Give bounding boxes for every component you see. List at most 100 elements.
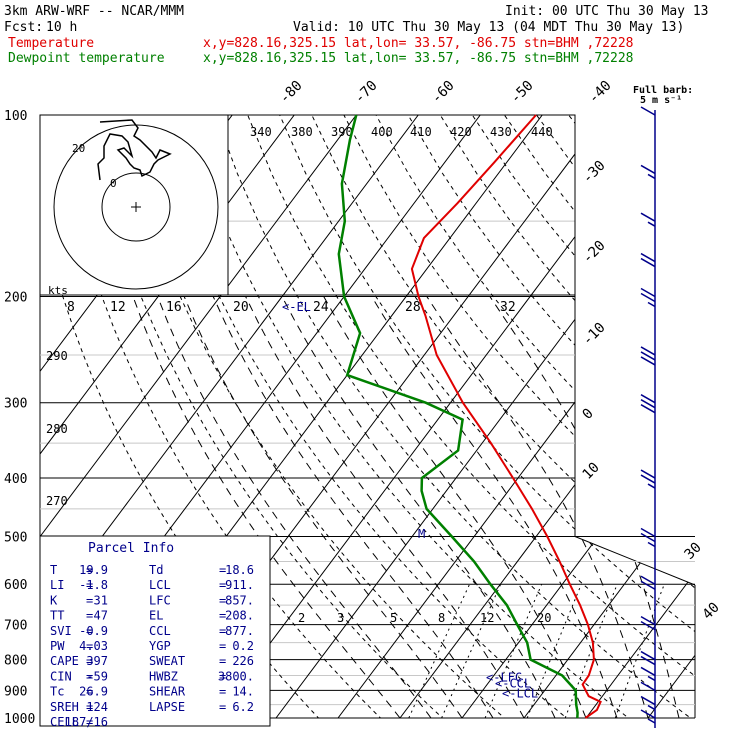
barb-full — [640, 532, 656, 543]
parcel-cell: SHEAR — [149, 685, 186, 699]
top-temp-label: -70 — [352, 78, 381, 107]
parcel-cell: SREH — [50, 700, 79, 714]
full-barb-value: 5 m s⁻¹ — [640, 95, 682, 106]
barb-half — [647, 483, 656, 489]
left-isentrope-label: 290 — [46, 349, 68, 363]
pressure-label-200: 200 — [4, 291, 27, 306]
parcel-cell: 187/16 — [65, 715, 108, 729]
dry-adiabat — [600, 115, 695, 718]
temperature-profile — [410, 114, 602, 719]
parcel-cell: 3800. — [218, 669, 254, 683]
wind-barb-800 — [640, 650, 656, 666]
parcel-cell: LAPSE — [149, 700, 185, 714]
theta-e-label: 430 — [490, 125, 512, 139]
mixing-ratio-lower-label: 12 — [480, 611, 494, 625]
pressure-labels: 100 200 300 400 500 600 700 800 900 1000 — [4, 109, 35, 727]
dry-adiabat — [279, 115, 695, 718]
valid-time: Valid: 10 UTC Thu 30 May 13 (04 MDT Thu … — [293, 20, 684, 35]
barb-full — [640, 257, 656, 268]
mixing-ratio-upper-label: 12 — [110, 300, 126, 315]
parcel-cell: 47 — [94, 609, 108, 623]
parcel-cell: = — [219, 700, 226, 714]
wind-barb-150 — [640, 212, 656, 227]
mixing-ratio-lower-label: 20 — [537, 611, 551, 625]
dry-adiabat — [375, 115, 695, 718]
parcel-cell: 857. — [225, 593, 254, 607]
dry-adiabat — [697, 115, 740, 731]
parcel-cell: HWBZ — [149, 669, 178, 683]
hodo-label-20: 20 — [72, 142, 85, 155]
parcel-cell: EL — [149, 609, 163, 623]
wind-barb-950 — [640, 695, 656, 711]
isotherm — [647, 115, 695, 718]
parcel-cell: 877. — [225, 624, 254, 638]
parcel-cell: = — [86, 593, 93, 607]
theta-e-label: 440 — [531, 125, 553, 139]
wind-barb-300 — [640, 394, 656, 414]
dewpoint-profile — [337, 114, 579, 719]
barb-full — [640, 404, 656, 414]
parcel-cell: = — [86, 685, 93, 699]
parcel-title: Parcel Info — [88, 541, 174, 556]
parcel-cell: LFC — [149, 593, 171, 607]
barb-full — [640, 356, 656, 366]
mixing-ratio-line — [484, 584, 543, 718]
barb-half — [647, 221, 656, 227]
full-barb-label: Full barb: — [633, 85, 693, 96]
moist-adiabat — [323, 296, 587, 718]
level-marker: <-EL — [282, 300, 311, 314]
pressure-label-700: 700 — [4, 619, 27, 634]
dry-adiabat — [40, 115, 332, 718]
barb-half — [647, 301, 656, 308]
parcel-rows: T =19.9 Td =18.6LI =-1.8 LCL =911.K = 31 LFC =857.… — [50, 563, 254, 729]
mixing-ratio-upper-label: 20 — [233, 300, 249, 315]
barb-full — [640, 620, 656, 631]
moist-adiabat — [132, 296, 401, 718]
moist-adiabat — [426, 296, 649, 718]
parcel-cell: = — [219, 563, 226, 577]
parcel-cell: 0.2 — [232, 639, 254, 653]
dry-adiabat — [536, 115, 695, 718]
moist-adiabat — [489, 296, 680, 718]
barb-full — [640, 709, 656, 719]
parcel-cell: CAPE — [50, 654, 79, 668]
hodograph-box — [39, 114, 229, 296]
pressure-label-400: 400 — [4, 472, 27, 487]
parcel-cell: = — [86, 609, 93, 623]
parcel-cell: 26.9 — [79, 685, 108, 699]
parcel-cell: 911. — [225, 578, 254, 592]
barb-full — [640, 650, 656, 661]
barb-full — [640, 252, 656, 263]
barb-full — [640, 346, 656, 356]
dry-adiabat — [343, 115, 695, 718]
wind-barb-400 — [640, 469, 656, 489]
barb-full — [640, 615, 656, 626]
model-title: 3km ARW-WRF -- NCAR/MMM — [4, 4, 184, 19]
parcel-cell: -1.8 — [79, 578, 108, 592]
barb-full — [640, 575, 656, 585]
theta-e-label: 340 — [250, 125, 272, 139]
parcel-cell: YGP — [149, 639, 171, 653]
mixing-ratio-lower-label: 5 — [390, 611, 397, 625]
mixing-ratio-lower-label: 8 — [438, 611, 445, 625]
hodo-label-0: 0 — [110, 177, 117, 190]
mixing-ratio-line — [564, 584, 618, 718]
parcel-cell: TT — [50, 609, 64, 623]
parcel-cell: = — [86, 624, 93, 638]
theta-e-label: 420 — [450, 125, 472, 139]
isotherm — [399, 115, 695, 718]
parcel-cell: = — [86, 669, 93, 683]
mixing-ratio-upper-label: 28 — [405, 300, 421, 315]
dry-adiabat — [247, 115, 695, 718]
wind-barb-850 — [640, 666, 656, 682]
dry-adiabat — [407, 115, 695, 718]
theta-e-scale: 340 380 390 400 410 420 430 440 — [227, 114, 576, 296]
mixing-ratio-line — [441, 583, 502, 718]
parcel-cell: 19.9 — [79, 563, 108, 577]
isotherm — [40, 115, 357, 718]
barb-full — [640, 681, 656, 692]
mixing-ratio-labels: 8 12 16 20 24 28 32 2 3 5 8 12 20 290 280 270 — [46, 300, 551, 625]
wind-barb-100 — [640, 106, 656, 116]
wind-barbs — [640, 106, 656, 724]
